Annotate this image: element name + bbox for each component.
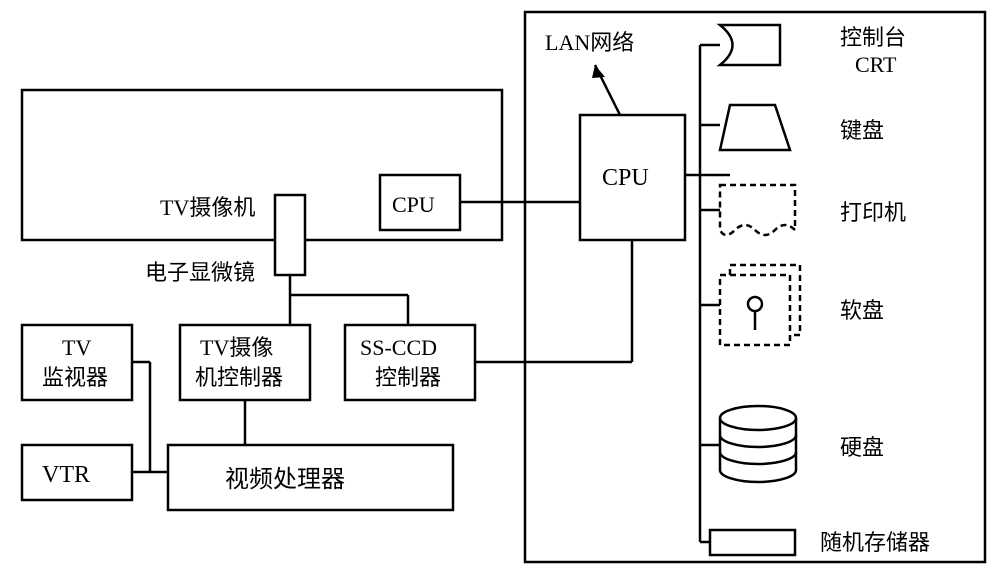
cpu-right-label: CPU bbox=[602, 165, 649, 191]
printer-label: 打印机 bbox=[840, 200, 906, 225]
printer-icon bbox=[720, 185, 795, 235]
electron-microscope-label: 电子显微镜 bbox=[145, 260, 255, 285]
ss-ccd-l2: 控制器 bbox=[375, 365, 441, 390]
hdd-label: 硬盘 bbox=[840, 435, 884, 460]
ss-ccd-l1: SS-CCD bbox=[360, 335, 437, 360]
console-l1: 控制台 bbox=[840, 25, 906, 50]
hdd-top bbox=[720, 406, 796, 430]
tv-camera-label: TV摄像机 bbox=[160, 195, 255, 220]
cpu-left-label: CPU bbox=[392, 192, 435, 217]
console-l2: CRT bbox=[855, 52, 897, 77]
tv-monitor-l1: TV bbox=[62, 335, 91, 360]
lan-label: LAN网络 bbox=[545, 30, 634, 55]
vtr-label: VTR bbox=[42, 462, 90, 488]
ram-icon bbox=[710, 530, 795, 555]
tv-cam-ctrl-l2: 机控制器 bbox=[195, 365, 283, 390]
keyboard-icon bbox=[720, 105, 790, 150]
hdd-ring1 bbox=[720, 435, 796, 447]
crt-icon bbox=[720, 25, 780, 65]
video-proc-label: 视频处理器 bbox=[225, 466, 345, 493]
hdd-ring2 bbox=[720, 452, 796, 464]
lan-arrowhead bbox=[592, 65, 605, 78]
tv-monitor-l2: 监视器 bbox=[42, 365, 108, 390]
keyboard-label: 键盘 bbox=[840, 118, 884, 143]
tv-camera-rect bbox=[275, 195, 305, 275]
ram-label: 随机存储器 bbox=[820, 530, 930, 555]
floppy-label: 软盘 bbox=[840, 298, 884, 323]
tv-cam-ctrl-l1: TV摄像 bbox=[200, 335, 273, 360]
